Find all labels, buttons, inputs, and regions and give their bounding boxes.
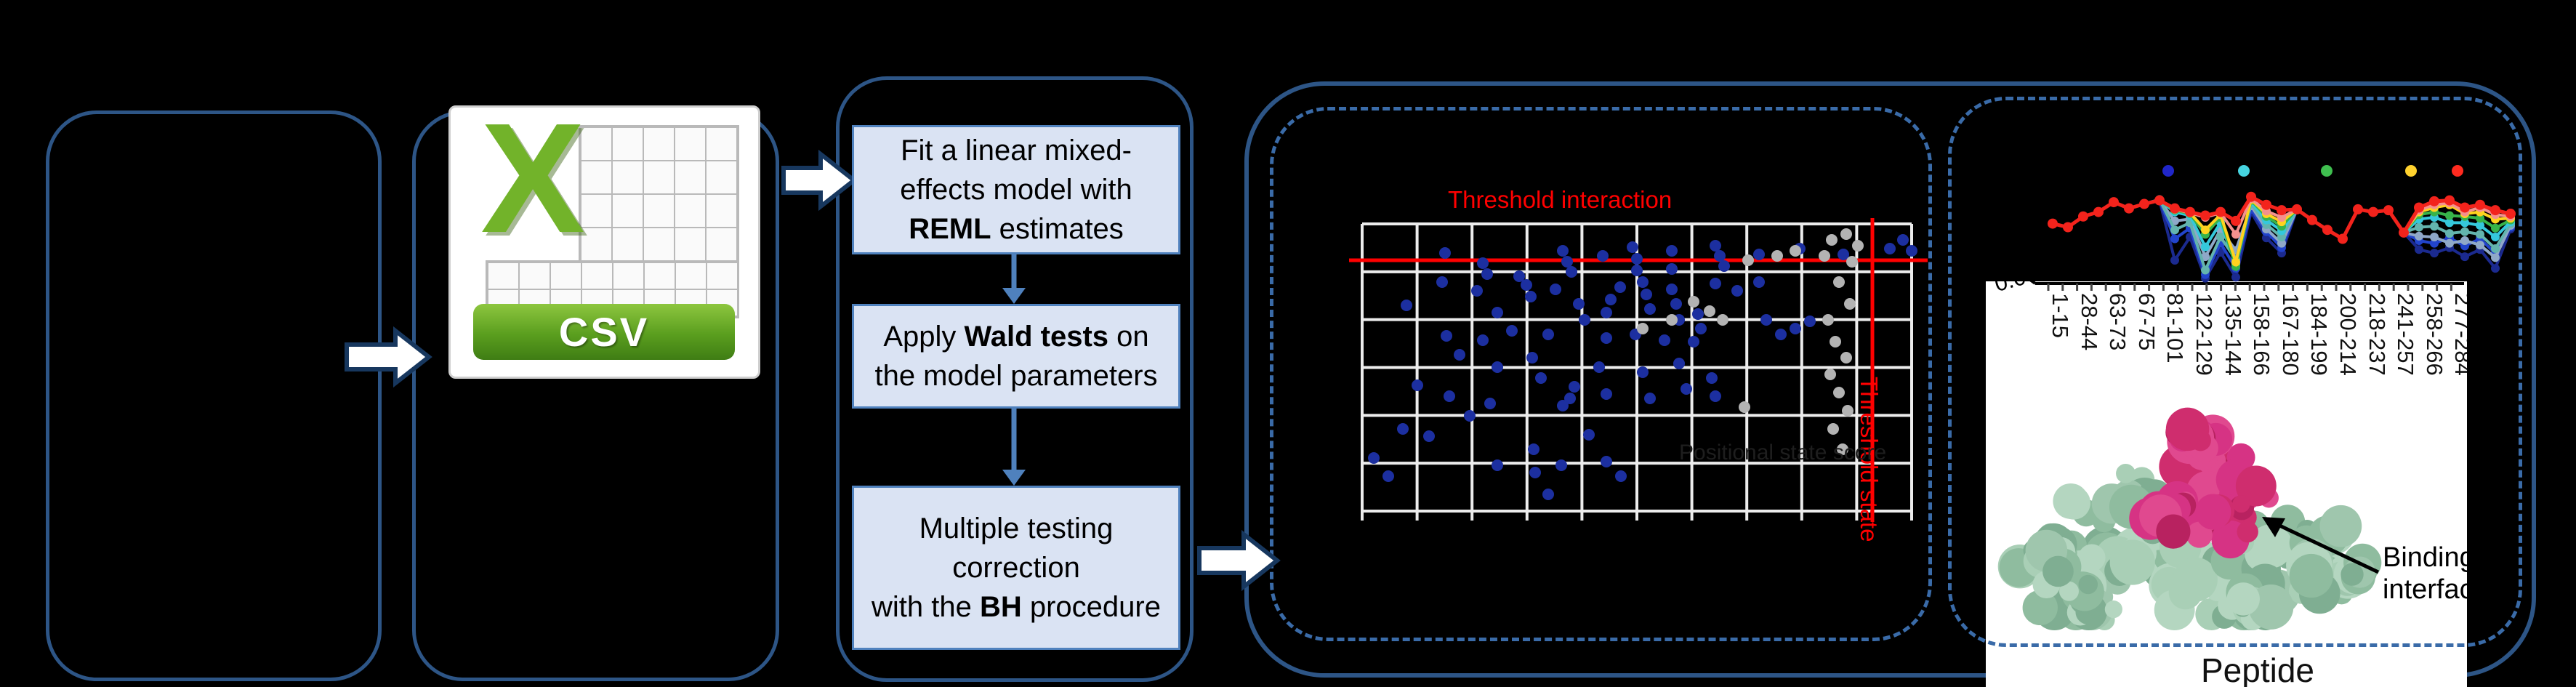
flow-step-line: correction [952, 552, 1080, 584]
flow-step-wald-tests: Apply Wald tests on the model parameters [852, 304, 1180, 409]
spreadsheet-grid-icon [579, 125, 739, 263]
flow-step-line: effects model with [900, 174, 1132, 206]
binding-interface-label: Binding interface [2383, 542, 2467, 605]
flow-step-bh-correction: Multiple testing correction with the BH pr… [852, 486, 1180, 650]
faint-axis-label: Positional state score [1679, 441, 1887, 465]
binding-arrow [2274, 521, 2380, 574]
dashed-box-volcano [1270, 107, 1932, 641]
flow-step-line: with the BH procedure [872, 591, 1161, 623]
flow-step-line: REML estimates [909, 213, 1124, 245]
flow-step-line: Fit a linear mixed- [901, 134, 1132, 166]
protein-surface [1997, 407, 2382, 630]
flow-step-fit-lmm: Fit a linear mixed-effects model with REM… [852, 125, 1180, 254]
panel-results [1244, 81, 2536, 678]
dashed-box-peptide [1948, 97, 2522, 647]
panel-experiment-empty [46, 111, 382, 681]
flow-step-line: Apply Wald tests on [883, 321, 1149, 353]
csv-banner: CSV [473, 304, 735, 360]
protein-structure-image [1997, 281, 2464, 630]
peptide-figure-box: 1-15 28-44 63-73 67-75 81-101 122-129 135-144 1… [1986, 281, 2467, 687]
csv-file-icon: X CSV [448, 95, 760, 379]
panel-statistical-workflow [836, 76, 1194, 682]
excel-x-icon: X [480, 90, 585, 265]
x-axis-corner [2029, 281, 2037, 285]
csv-banner-label: CSV [558, 309, 650, 355]
binding-arrowhead-icon [2262, 517, 2285, 537]
peptide-axis-title: Peptide [2201, 651, 2315, 687]
flow-step-line: the model parameters [874, 360, 1158, 392]
flow-step-line: Multiple testing [919, 513, 1114, 545]
threshold-interaction-label: Threshold interaction [1448, 186, 1673, 213]
